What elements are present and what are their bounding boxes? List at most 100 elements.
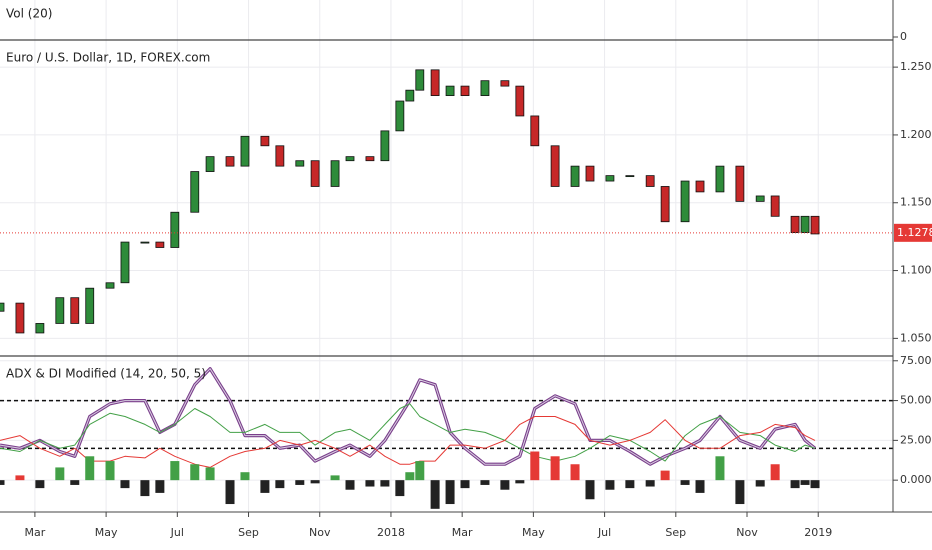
candle	[170, 211, 180, 248]
candle	[585, 165, 595, 182]
candle	[810, 215, 820, 235]
candle	[460, 85, 470, 97]
marks	[0, 69, 893, 509]
candle	[0, 302, 5, 312]
x-tick-label: Nov	[309, 526, 331, 539]
histogram-bar	[55, 467, 65, 481]
candle	[770, 195, 780, 217]
y-tick-label: 50.0000	[900, 394, 932, 407]
histogram-bar	[380, 480, 390, 487]
histogram-bar	[460, 480, 470, 489]
candle	[680, 180, 690, 223]
histogram-bar	[445, 480, 455, 505]
histogram-bar	[715, 456, 725, 481]
indicator-title: ADX & DI Modified (14, 20, 50, 5)	[6, 367, 206, 381]
x-tick-label: May	[522, 526, 545, 539]
candle	[570, 165, 580, 187]
candle	[530, 115, 540, 147]
histogram-bar	[85, 456, 95, 481]
candle	[515, 85, 525, 117]
histogram-bar	[645, 480, 655, 487]
candle	[715, 165, 725, 193]
histogram-bar	[480, 480, 490, 485]
candle	[205, 156, 215, 172]
candle	[15, 302, 25, 334]
histogram-bar	[310, 480, 320, 484]
histogram-bar	[0, 480, 5, 485]
histogram-bar	[800, 480, 810, 485]
candle	[240, 135, 250, 167]
histogram-bar	[120, 480, 130, 489]
histogram-bar	[550, 456, 560, 481]
last-price-box	[894, 223, 932, 242]
histogram-bar	[810, 480, 820, 489]
histogram-bar	[530, 451, 540, 481]
histogram-bar	[70, 480, 80, 485]
histogram-bar	[515, 480, 525, 484]
candle	[310, 160, 320, 187]
histogram-bar	[170, 461, 180, 481]
histogram-bar	[680, 480, 690, 485]
histogram-bar	[415, 461, 425, 481]
x-tick-label: 2018	[377, 526, 405, 539]
y-tick-label: 0.0000	[900, 473, 932, 486]
candle	[155, 241, 165, 248]
candle	[140, 241, 150, 244]
x-tick-label: Mar	[452, 526, 473, 539]
candle	[295, 160, 305, 167]
histogram-bar	[770, 464, 780, 481]
candle	[275, 145, 285, 167]
x-tick-label: 2019	[804, 526, 832, 539]
candle	[500, 80, 510, 87]
histogram-bar	[260, 480, 270, 493]
candle	[445, 85, 455, 97]
histogram-bar	[105, 461, 115, 481]
x-tick-label: Sep	[665, 526, 686, 539]
histogram-bar	[585, 480, 595, 500]
histogram-bar	[345, 480, 355, 490]
histogram-bar	[155, 480, 165, 493]
candle	[735, 165, 745, 202]
candle	[330, 160, 340, 187]
candle	[260, 135, 270, 147]
candle	[415, 69, 425, 91]
histogram-bar	[225, 480, 235, 505]
x-tick-label: Jul	[597, 526, 611, 539]
y-tick-label: 0	[900, 30, 907, 43]
histogram-bar	[430, 480, 440, 509]
y-tick-label: 1.10000	[900, 264, 932, 277]
histogram-bar	[395, 480, 405, 497]
histogram-bar	[35, 480, 45, 489]
candle	[605, 175, 615, 182]
candle	[800, 215, 810, 233]
price-title: Euro / U.S. Dollar, 1D, FOREX.com	[6, 51, 210, 65]
candle	[120, 241, 130, 284]
volume-title: Vol (20)	[6, 7, 52, 21]
y-tick-label: 1.05000	[900, 331, 932, 344]
histogram-bar	[205, 467, 215, 481]
histogram-bar	[570, 464, 580, 481]
histogram-bar	[625, 480, 635, 489]
histogram-bar	[275, 480, 285, 489]
histogram-bar	[295, 480, 305, 485]
grid	[0, 0, 893, 517]
histogram-bar	[15, 475, 25, 481]
candle	[105, 282, 115, 289]
candle	[70, 297, 80, 324]
histogram-bar	[240, 472, 250, 481]
candle	[405, 89, 415, 102]
histogram-bar	[500, 480, 510, 490]
histogram-bar	[330, 475, 340, 481]
histogram-bar	[790, 480, 800, 489]
candle	[645, 175, 655, 187]
histogram-bar	[365, 480, 375, 487]
x-tick-label: Jul	[170, 526, 184, 539]
candle	[755, 195, 765, 202]
candle	[480, 80, 490, 97]
di-line	[0, 416, 816, 468]
histogram-bar	[405, 472, 415, 481]
candle	[380, 130, 390, 162]
y-tick-label: 25.0000	[900, 433, 932, 446]
